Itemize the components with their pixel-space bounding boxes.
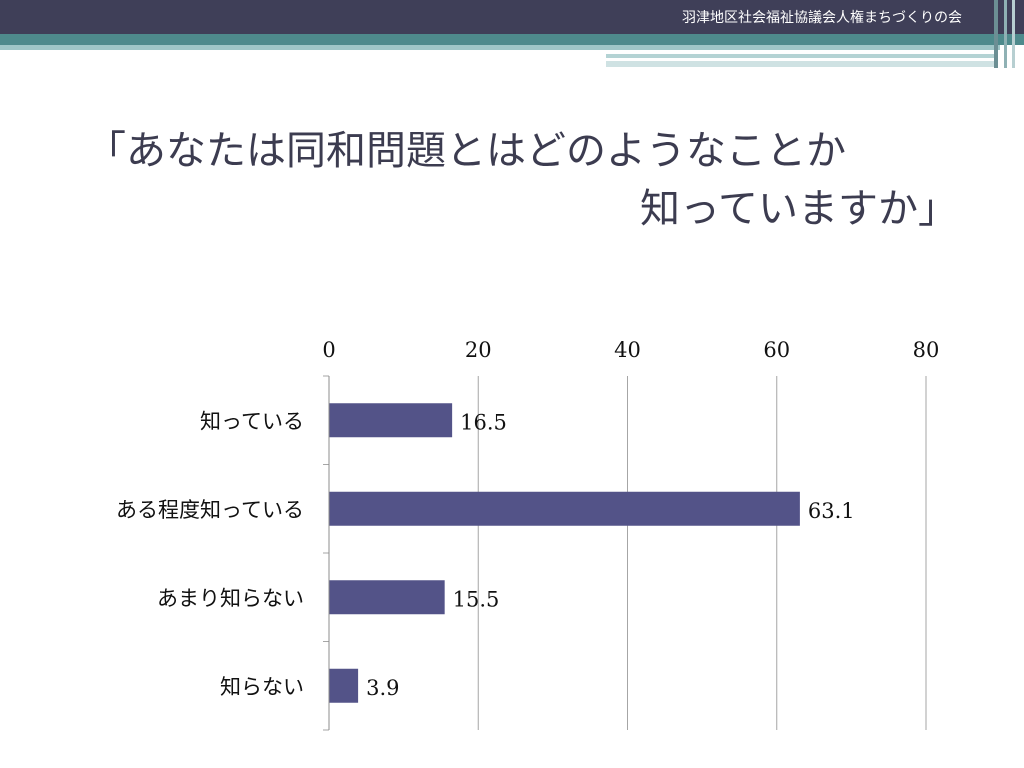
bar-chart: 0 20 40 60 80 知っている 16.5 ある程度知っている 63.1 あまり知らない 15… — [116, 338, 940, 731]
header-vertical-stripe-3 — [1012, 0, 1015, 68]
x-tick-label: 40 — [614, 338, 641, 362]
data-label: 3.9 — [366, 676, 399, 700]
header-accent-stripe-1 — [606, 54, 996, 58]
x-tick-label: 60 — [763, 338, 790, 362]
header-vertical-stripe-1 — [994, 0, 998, 68]
header-teal-stripe — [0, 34, 1024, 45]
bar — [329, 491, 800, 526]
slide-title: 「あなたは同和問題とはどのようなことか 知っていますか」 — [86, 122, 966, 238]
category-label: あまり知らない — [157, 586, 304, 610]
category-label: 知らない — [220, 675, 304, 699]
header-vertical-stripe-2 — [1004, 0, 1007, 68]
x-tick-label: 0 — [322, 338, 335, 362]
header-bar: 羽津地区社会福祉協議会人権まちづくりの会 — [0, 0, 1024, 34]
data-label: 16.5 — [460, 410, 507, 434]
data-label: 15.5 — [453, 587, 500, 611]
category-label: ある程度知っている — [116, 498, 304, 522]
header-light-stripe — [0, 45, 1000, 50]
bar — [329, 668, 359, 703]
bar — [329, 403, 453, 438]
header-accent-stripe-2 — [606, 61, 996, 67]
header-org-name: 羽津地区社会福祉協議会人権まちづくりの会 — [682, 10, 962, 26]
category-label: 知っている — [200, 409, 304, 433]
bar — [329, 580, 445, 615]
x-tick-label: 80 — [913, 338, 940, 362]
slide-title-line2: 知っていますか」 — [640, 186, 958, 232]
x-tick-label: 20 — [465, 338, 492, 362]
data-label: 63.1 — [808, 499, 855, 523]
slide-title-line1: 「あなたは同和問題とはどのようなことか — [86, 128, 846, 174]
